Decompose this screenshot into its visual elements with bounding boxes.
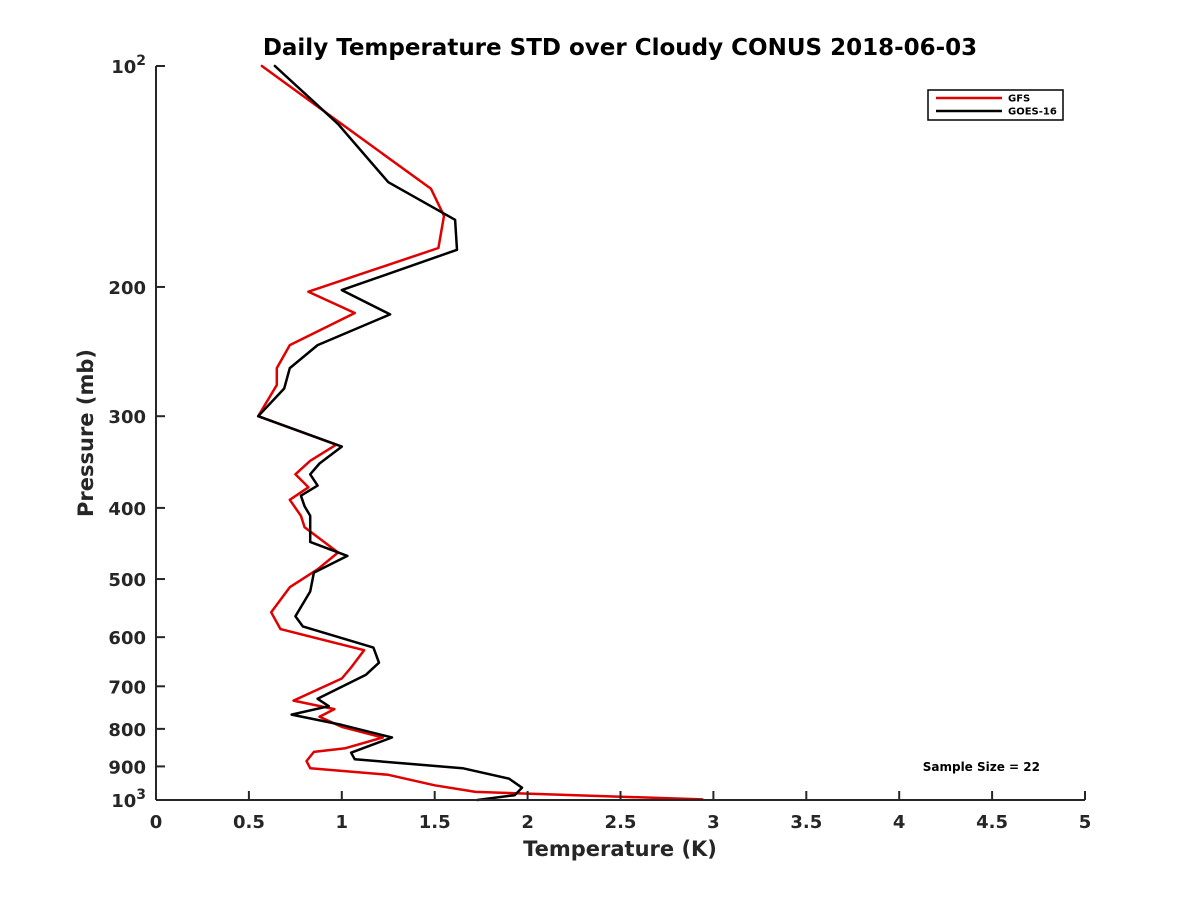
x-tick-label: 0 [150,812,163,833]
x-tick-label: 2 [521,812,534,833]
x-tick-label: 4.5 [976,812,1008,833]
x-tick-label: 2.5 [605,812,637,833]
sample-size-annotation: Sample Size = 22 [923,760,1040,774]
x-axis-label: Temperature (K) [523,837,717,861]
tick-layer: 0 0.5 1 1.5 2 2.5 3 3.5 4 4.5 5 102 200 300 400 500 600 7… [108,53,1091,833]
y-tick-label: 500 [108,570,146,591]
x-tick-label: 3 [707,812,720,833]
y-tick-label: 600 [108,628,146,649]
y-axis-label: Pressure (mb) [74,349,98,517]
legend-label-gfs: GFS [1008,94,1030,105]
legend-box [927,89,1064,121]
legend: GFS GOES-16 [927,89,1064,121]
chart-title: Daily Temperature STD over Cloudy CONUS … [263,35,977,61]
series-line-gfs [256,64,704,801]
y-tick-label: 200 [108,278,146,299]
series-layer [256,64,704,802]
series-line-goes-16 [256,64,524,802]
y-tick-label: 700 [108,677,146,698]
y-tick-label: 400 [108,499,146,520]
x-tick-label: 3.5 [790,812,822,833]
x-tick-label: 1 [336,812,349,833]
y-tick-label: 800 [108,720,146,741]
x-tick-label: 1.5 [419,812,451,833]
x-tick-label: 0.5 [233,812,265,833]
x-tick-label: 5 [1079,812,1092,833]
y-tick-label: 900 [108,757,146,778]
y-tick-label: 102 [111,53,146,78]
x-tick-label: 4 [893,812,906,833]
y-tick-label: 103 [111,787,146,812]
legend-label-goes-16: GOES-16 [1008,107,1057,118]
y-tick-label: 300 [108,407,146,428]
